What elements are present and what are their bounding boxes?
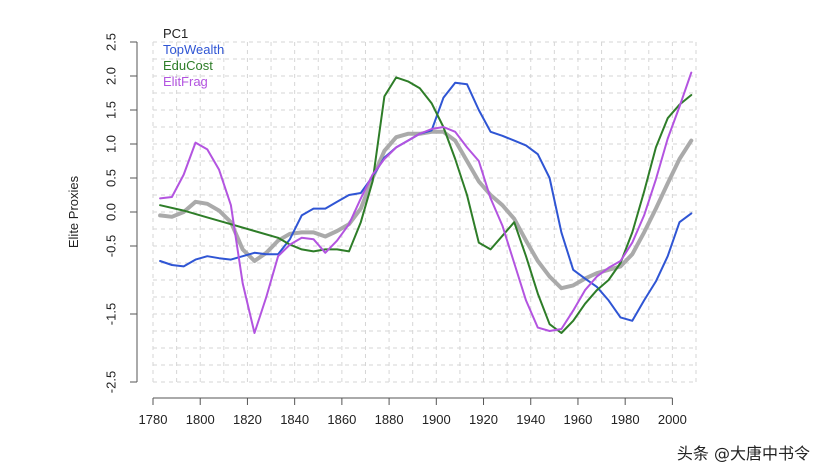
series-lines [158, 71, 694, 334]
x-tick-label: 1820 [233, 412, 262, 427]
legend-entry-educost: EduCost [163, 58, 213, 73]
series-line-educost [159, 76, 693, 334]
watermark: 头条 @大唐中书令 [676, 444, 810, 463]
y-tick-label: -1.5 [103, 303, 118, 325]
y-tick-label: 0.5 [103, 169, 118, 187]
x-tick-label: 1960 [563, 412, 592, 427]
y-tick-label: 1.5 [103, 101, 118, 119]
x-tick-label: 1860 [327, 412, 356, 427]
grid [152, 41, 697, 383]
axes: 2.5 2.0 1.5 1.0 0.5 0.0 -0.5 -1.5 -2.5 1780 1800 18… [103, 33, 686, 427]
x-tick-label: 1980 [611, 412, 640, 427]
y-tick-label: 1.0 [103, 135, 118, 153]
series-line-topwealth [159, 81, 693, 322]
y-tick-label: -2.5 [103, 371, 118, 393]
x-tick-label: 1900 [422, 412, 451, 427]
x-tick-label: 1780 [139, 412, 168, 427]
legend-entry-elitfrag: ElitFrag [163, 74, 208, 89]
y-axis-title: Elite Proxies [66, 175, 81, 248]
y-tick-label: 2.0 [103, 67, 118, 85]
series-line-elitfrag [159, 71, 693, 334]
y-tick-label: 2.5 [103, 33, 118, 51]
y-tick-label: 0.0 [103, 203, 118, 221]
x-tick-label: 1840 [280, 412, 309, 427]
x-tick-label: 1920 [469, 412, 498, 427]
x-tick-label: 1800 [186, 412, 215, 427]
legend-entry-pc1: PC1 [163, 26, 188, 41]
legend-entry-topwealth: TopWealth [163, 42, 224, 57]
x-tick-label: 1940 [516, 412, 545, 427]
x-tick-label: 2000 [658, 412, 687, 427]
x-tick-label: 1880 [375, 412, 404, 427]
y-tick-label: -0.5 [103, 235, 118, 257]
